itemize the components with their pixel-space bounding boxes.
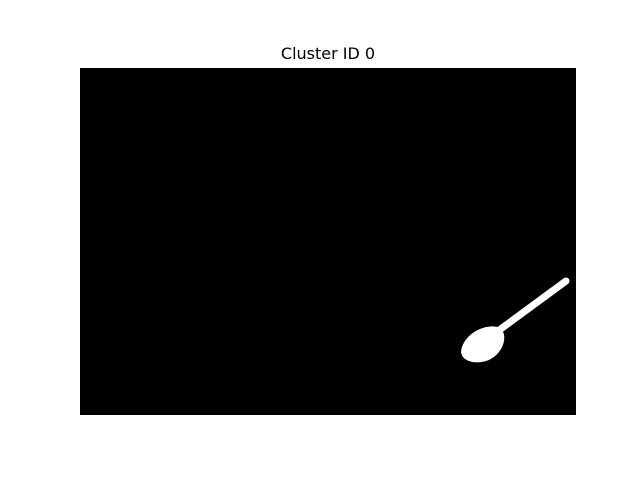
spoon-handle	[494, 277, 570, 335]
spoon-icon	[461, 277, 570, 363]
mask-image	[80, 68, 576, 415]
figure-title: Cluster ID 0	[280, 44, 376, 63]
spoon-bowl	[461, 326, 505, 363]
